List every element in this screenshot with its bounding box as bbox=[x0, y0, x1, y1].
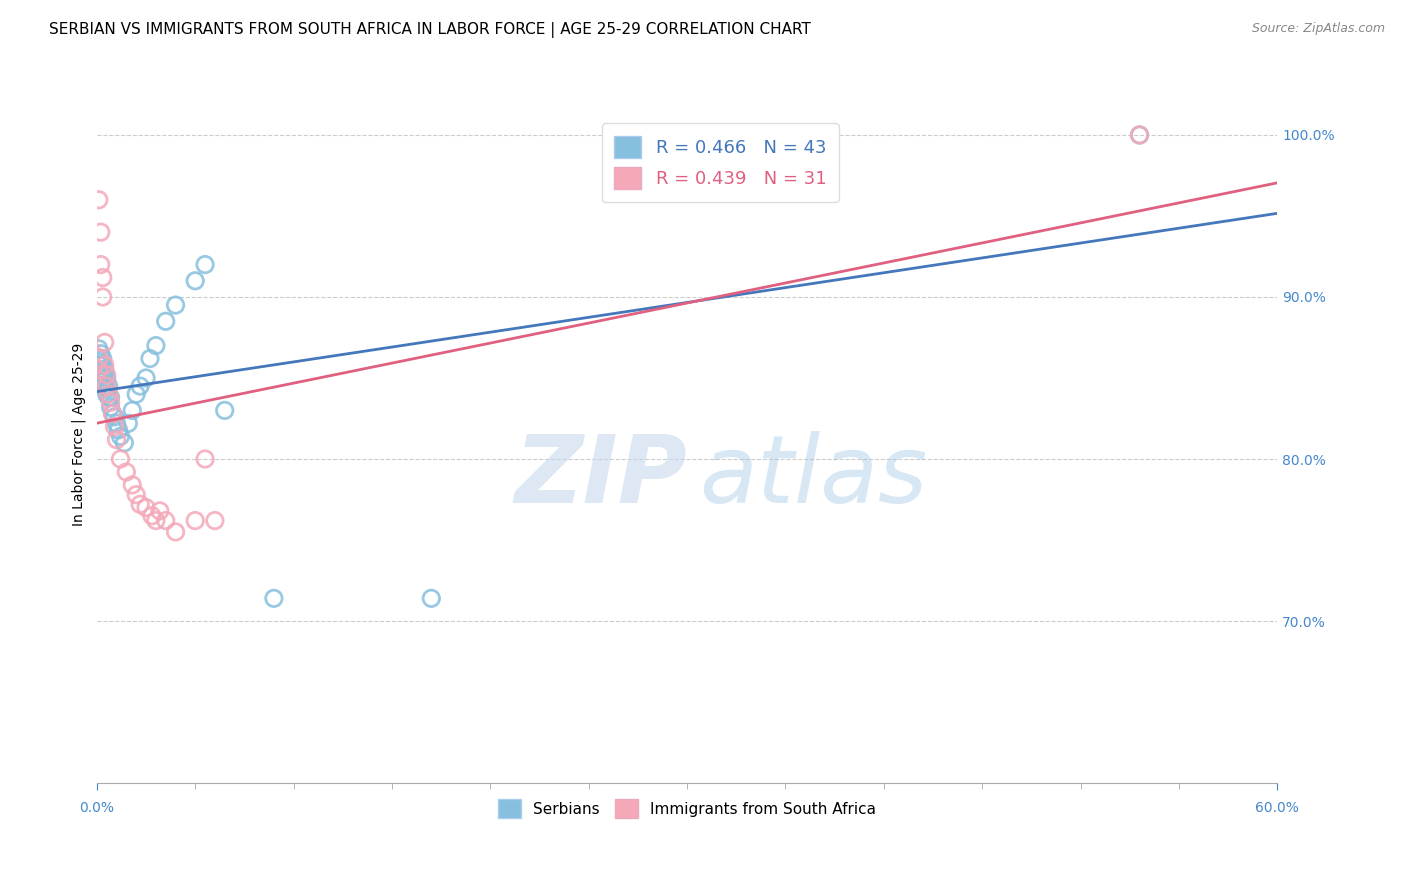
Point bbox=[145, 514, 167, 528]
Point bbox=[129, 497, 152, 511]
Point bbox=[87, 374, 110, 388]
Point bbox=[194, 258, 217, 272]
Point bbox=[155, 514, 177, 528]
Point bbox=[91, 374, 114, 388]
Point bbox=[135, 371, 157, 385]
Point bbox=[101, 407, 124, 421]
Point bbox=[1128, 128, 1150, 142]
Point bbox=[121, 478, 143, 492]
Point bbox=[214, 403, 236, 417]
Point bbox=[87, 342, 110, 356]
Point bbox=[91, 368, 114, 382]
Point bbox=[165, 298, 187, 312]
Point bbox=[96, 382, 118, 396]
Point bbox=[101, 407, 124, 421]
Point bbox=[96, 387, 118, 401]
Point bbox=[93, 363, 115, 377]
Point bbox=[263, 591, 285, 606]
Point bbox=[139, 351, 162, 366]
Point bbox=[165, 524, 187, 539]
Point bbox=[97, 379, 120, 393]
Point bbox=[112, 435, 135, 450]
Point bbox=[90, 258, 112, 272]
Point bbox=[90, 364, 112, 378]
Point bbox=[93, 379, 115, 393]
Point bbox=[87, 363, 110, 377]
Legend: Serbians, Immigrants from South Africa: Serbians, Immigrants from South Africa bbox=[492, 793, 882, 824]
Point bbox=[100, 400, 122, 414]
Point bbox=[96, 368, 118, 382]
Point bbox=[87, 351, 110, 366]
Point bbox=[129, 379, 152, 393]
Point bbox=[110, 452, 132, 467]
Point bbox=[110, 429, 132, 443]
Point bbox=[194, 452, 217, 467]
Point bbox=[184, 514, 207, 528]
Point bbox=[97, 387, 120, 401]
Point bbox=[105, 433, 128, 447]
Point bbox=[145, 338, 167, 352]
Point bbox=[141, 508, 163, 523]
Point bbox=[100, 395, 122, 409]
Point bbox=[87, 358, 110, 372]
Text: Source: ZipAtlas.com: Source: ZipAtlas.com bbox=[1251, 22, 1385, 36]
Point bbox=[91, 351, 114, 366]
Point bbox=[155, 314, 177, 328]
Point bbox=[420, 591, 443, 606]
Point bbox=[100, 391, 122, 405]
Point bbox=[87, 351, 110, 366]
Point bbox=[125, 488, 148, 502]
Text: SERBIAN VS IMMIGRANTS FROM SOUTH AFRICA IN LABOR FORCE | AGE 25-29 CORRELATION C: SERBIAN VS IMMIGRANTS FROM SOUTH AFRICA … bbox=[49, 22, 811, 38]
Point bbox=[149, 504, 172, 518]
Point bbox=[135, 500, 157, 515]
Point bbox=[121, 403, 143, 417]
Point bbox=[103, 419, 125, 434]
Point bbox=[115, 465, 138, 479]
Point bbox=[90, 355, 112, 369]
Point bbox=[87, 363, 110, 377]
Point bbox=[93, 368, 115, 382]
Point bbox=[96, 379, 118, 393]
Point bbox=[87, 193, 110, 207]
Y-axis label: In Labor Force | Age 25-29: In Labor Force | Age 25-29 bbox=[72, 343, 86, 526]
Point bbox=[90, 225, 112, 239]
Point bbox=[91, 358, 114, 372]
Point bbox=[1128, 128, 1150, 142]
Point bbox=[105, 417, 128, 431]
Point bbox=[91, 270, 114, 285]
Point bbox=[93, 335, 115, 350]
Point bbox=[184, 274, 207, 288]
Point bbox=[117, 417, 139, 431]
Point bbox=[125, 387, 148, 401]
Text: ZIP: ZIP bbox=[515, 431, 688, 523]
Point bbox=[93, 358, 115, 372]
Point bbox=[97, 391, 120, 405]
Text: atlas: atlas bbox=[699, 431, 927, 522]
Point bbox=[103, 409, 125, 424]
Point bbox=[90, 347, 112, 361]
Point bbox=[204, 514, 226, 528]
Point bbox=[91, 290, 114, 304]
Point bbox=[107, 423, 129, 437]
Point bbox=[96, 371, 118, 385]
